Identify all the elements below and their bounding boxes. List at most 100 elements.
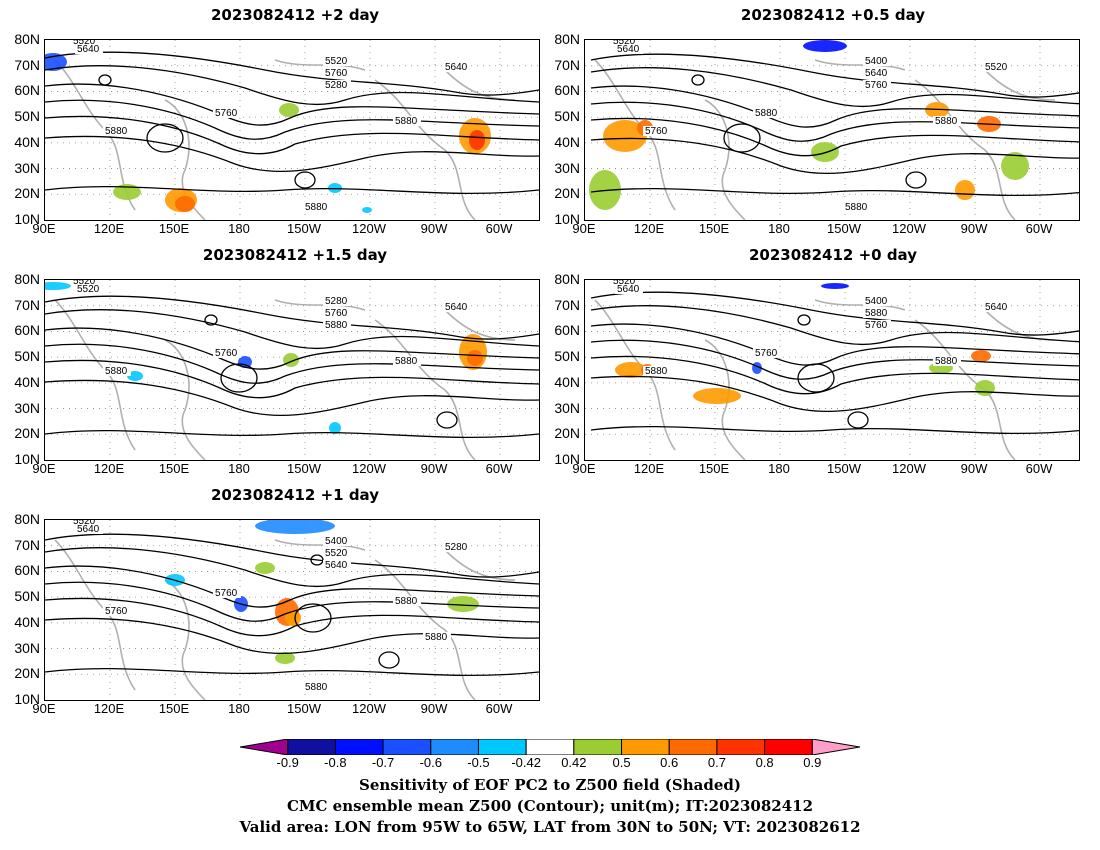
longitude-label: 120W bbox=[352, 461, 386, 476]
contour-label: 5640 bbox=[985, 302, 1008, 313]
colorbar-tick-label: -0.7 bbox=[371, 755, 395, 770]
height-contour bbox=[590, 291, 1079, 336]
longitude-label: 90E bbox=[32, 221, 56, 236]
sensitivity-shade bbox=[175, 196, 195, 212]
panel-title: 2023082412 +0 day bbox=[749, 246, 917, 264]
latitude-label: 30N bbox=[554, 399, 580, 416]
latitude-label: 10N bbox=[554, 211, 580, 227]
longitude-label: 60W bbox=[1025, 461, 1053, 476]
latitude-label: 60N bbox=[554, 82, 580, 99]
longitude-label: 120E bbox=[633, 221, 665, 236]
map-plot: 5520 5640 5400 5520 5640 5760 5880 5760 5880 5880 bbox=[584, 39, 1080, 221]
panel-title: 2023082412 +1.5 day bbox=[202, 246, 388, 264]
sensitivity-shade bbox=[467, 350, 483, 366]
longitude-label: 120E bbox=[93, 221, 125, 236]
contour-label: 5880 bbox=[105, 126, 128, 137]
longitude-label: 120W bbox=[352, 221, 386, 236]
contour-label: 5520 bbox=[73, 520, 96, 527]
longitude-label: 90W bbox=[420, 221, 448, 236]
contour-label-bg bbox=[423, 632, 451, 642]
latitude-label: 10N bbox=[14, 451, 40, 467]
longitude-label: 90W bbox=[420, 701, 448, 716]
sensitivity-shade bbox=[975, 380, 995, 396]
contour-label-bg bbox=[323, 548, 351, 558]
contour-label: 5520 bbox=[73, 280, 96, 287]
map-plot: 5520 5520 5280 5640 5760 5880 5760 5880 5880 bbox=[44, 279, 540, 461]
contour-label-bg bbox=[213, 348, 241, 358]
contour-label-bg bbox=[323, 68, 351, 78]
latitude-label: 70N bbox=[554, 56, 580, 73]
coastline bbox=[444, 309, 516, 341]
coastline bbox=[814, 299, 906, 311]
longitude-label: 150W bbox=[287, 701, 321, 716]
contour-label-bg bbox=[75, 284, 103, 294]
contour-label-bg bbox=[393, 356, 421, 366]
longitude-label: 90W bbox=[960, 221, 988, 236]
height-contour bbox=[590, 85, 1079, 128]
sensitivity-shade bbox=[693, 388, 741, 404]
sensitivity-shade bbox=[1001, 152, 1029, 180]
longitude-label: 150E bbox=[698, 461, 730, 476]
coastline bbox=[914, 79, 1016, 220]
coastline bbox=[704, 99, 746, 220]
longitude-label: 90E bbox=[572, 221, 596, 236]
contour-label-bg bbox=[323, 560, 351, 570]
latitude-label: 50N bbox=[14, 348, 40, 365]
sensitivity-shade bbox=[328, 183, 342, 193]
latitude-label: 70N bbox=[14, 56, 40, 73]
longitude-label: 180 bbox=[228, 221, 250, 236]
height-contour bbox=[45, 327, 539, 370]
contour-label-bg bbox=[611, 40, 639, 46]
colorbar-tick-label: -0.8 bbox=[324, 755, 347, 770]
contour-label: 5880 bbox=[395, 116, 418, 127]
sensitivity-shade bbox=[238, 356, 252, 368]
sensitivity-shade bbox=[362, 207, 372, 213]
longitude-label: 180 bbox=[768, 221, 790, 236]
contour-label-bg bbox=[933, 116, 961, 126]
sensitivity-shade bbox=[255, 520, 335, 534]
height-contour bbox=[45, 359, 539, 399]
latitude-label: 70N bbox=[14, 296, 40, 313]
longitude-label: 60W bbox=[485, 461, 513, 476]
contour-label-bg bbox=[863, 80, 891, 90]
coastline bbox=[164, 339, 206, 460]
longitude-label: 150W bbox=[827, 221, 861, 236]
height-contour bbox=[45, 51, 539, 96]
panel-title: 2023082412 +2 day bbox=[211, 6, 379, 24]
longitude-label: 120E bbox=[633, 461, 665, 476]
sensitivity-shade bbox=[255, 562, 275, 574]
contour-label: 5520 bbox=[325, 548, 348, 559]
contour-label: 5640 bbox=[77, 524, 100, 535]
coastline bbox=[914, 319, 1016, 460]
latitude-label: 50N bbox=[14, 108, 40, 125]
height-contour bbox=[590, 53, 1079, 98]
contour-label-bg bbox=[863, 56, 891, 66]
height-contour bbox=[590, 305, 1079, 346]
contour-label-bg bbox=[753, 348, 781, 358]
contour-label: 5760 bbox=[865, 80, 888, 91]
contour-label-bg bbox=[615, 44, 643, 54]
latitude-label: 60N bbox=[14, 562, 40, 579]
height-contour bbox=[45, 429, 539, 439]
closed-contour bbox=[294, 603, 332, 633]
closed-contour bbox=[691, 74, 705, 86]
longitude-label: 120W bbox=[892, 221, 926, 236]
contour-label-bg bbox=[863, 320, 891, 330]
latitude-label: 20N bbox=[14, 185, 40, 202]
panel-title: 2023082412 +0.5 day bbox=[740, 6, 926, 24]
contour-label-bg bbox=[71, 280, 99, 286]
coastline bbox=[444, 549, 516, 581]
longitude-label: 60W bbox=[1025, 221, 1053, 236]
contour-label: 5760 bbox=[645, 126, 668, 137]
latitude-label: 60N bbox=[14, 322, 40, 339]
colorbar-segment bbox=[668, 738, 718, 756]
sensitivity-shade bbox=[821, 283, 849, 289]
longitude-label: 120W bbox=[892, 461, 926, 476]
longitude-label: 150W bbox=[287, 221, 321, 236]
colorbar-tick-label: -0.42 bbox=[511, 755, 541, 770]
coastline bbox=[374, 79, 476, 220]
contour-label-bg bbox=[103, 366, 131, 376]
latitude-label: 40N bbox=[554, 373, 580, 390]
closed-contour bbox=[797, 363, 835, 393]
